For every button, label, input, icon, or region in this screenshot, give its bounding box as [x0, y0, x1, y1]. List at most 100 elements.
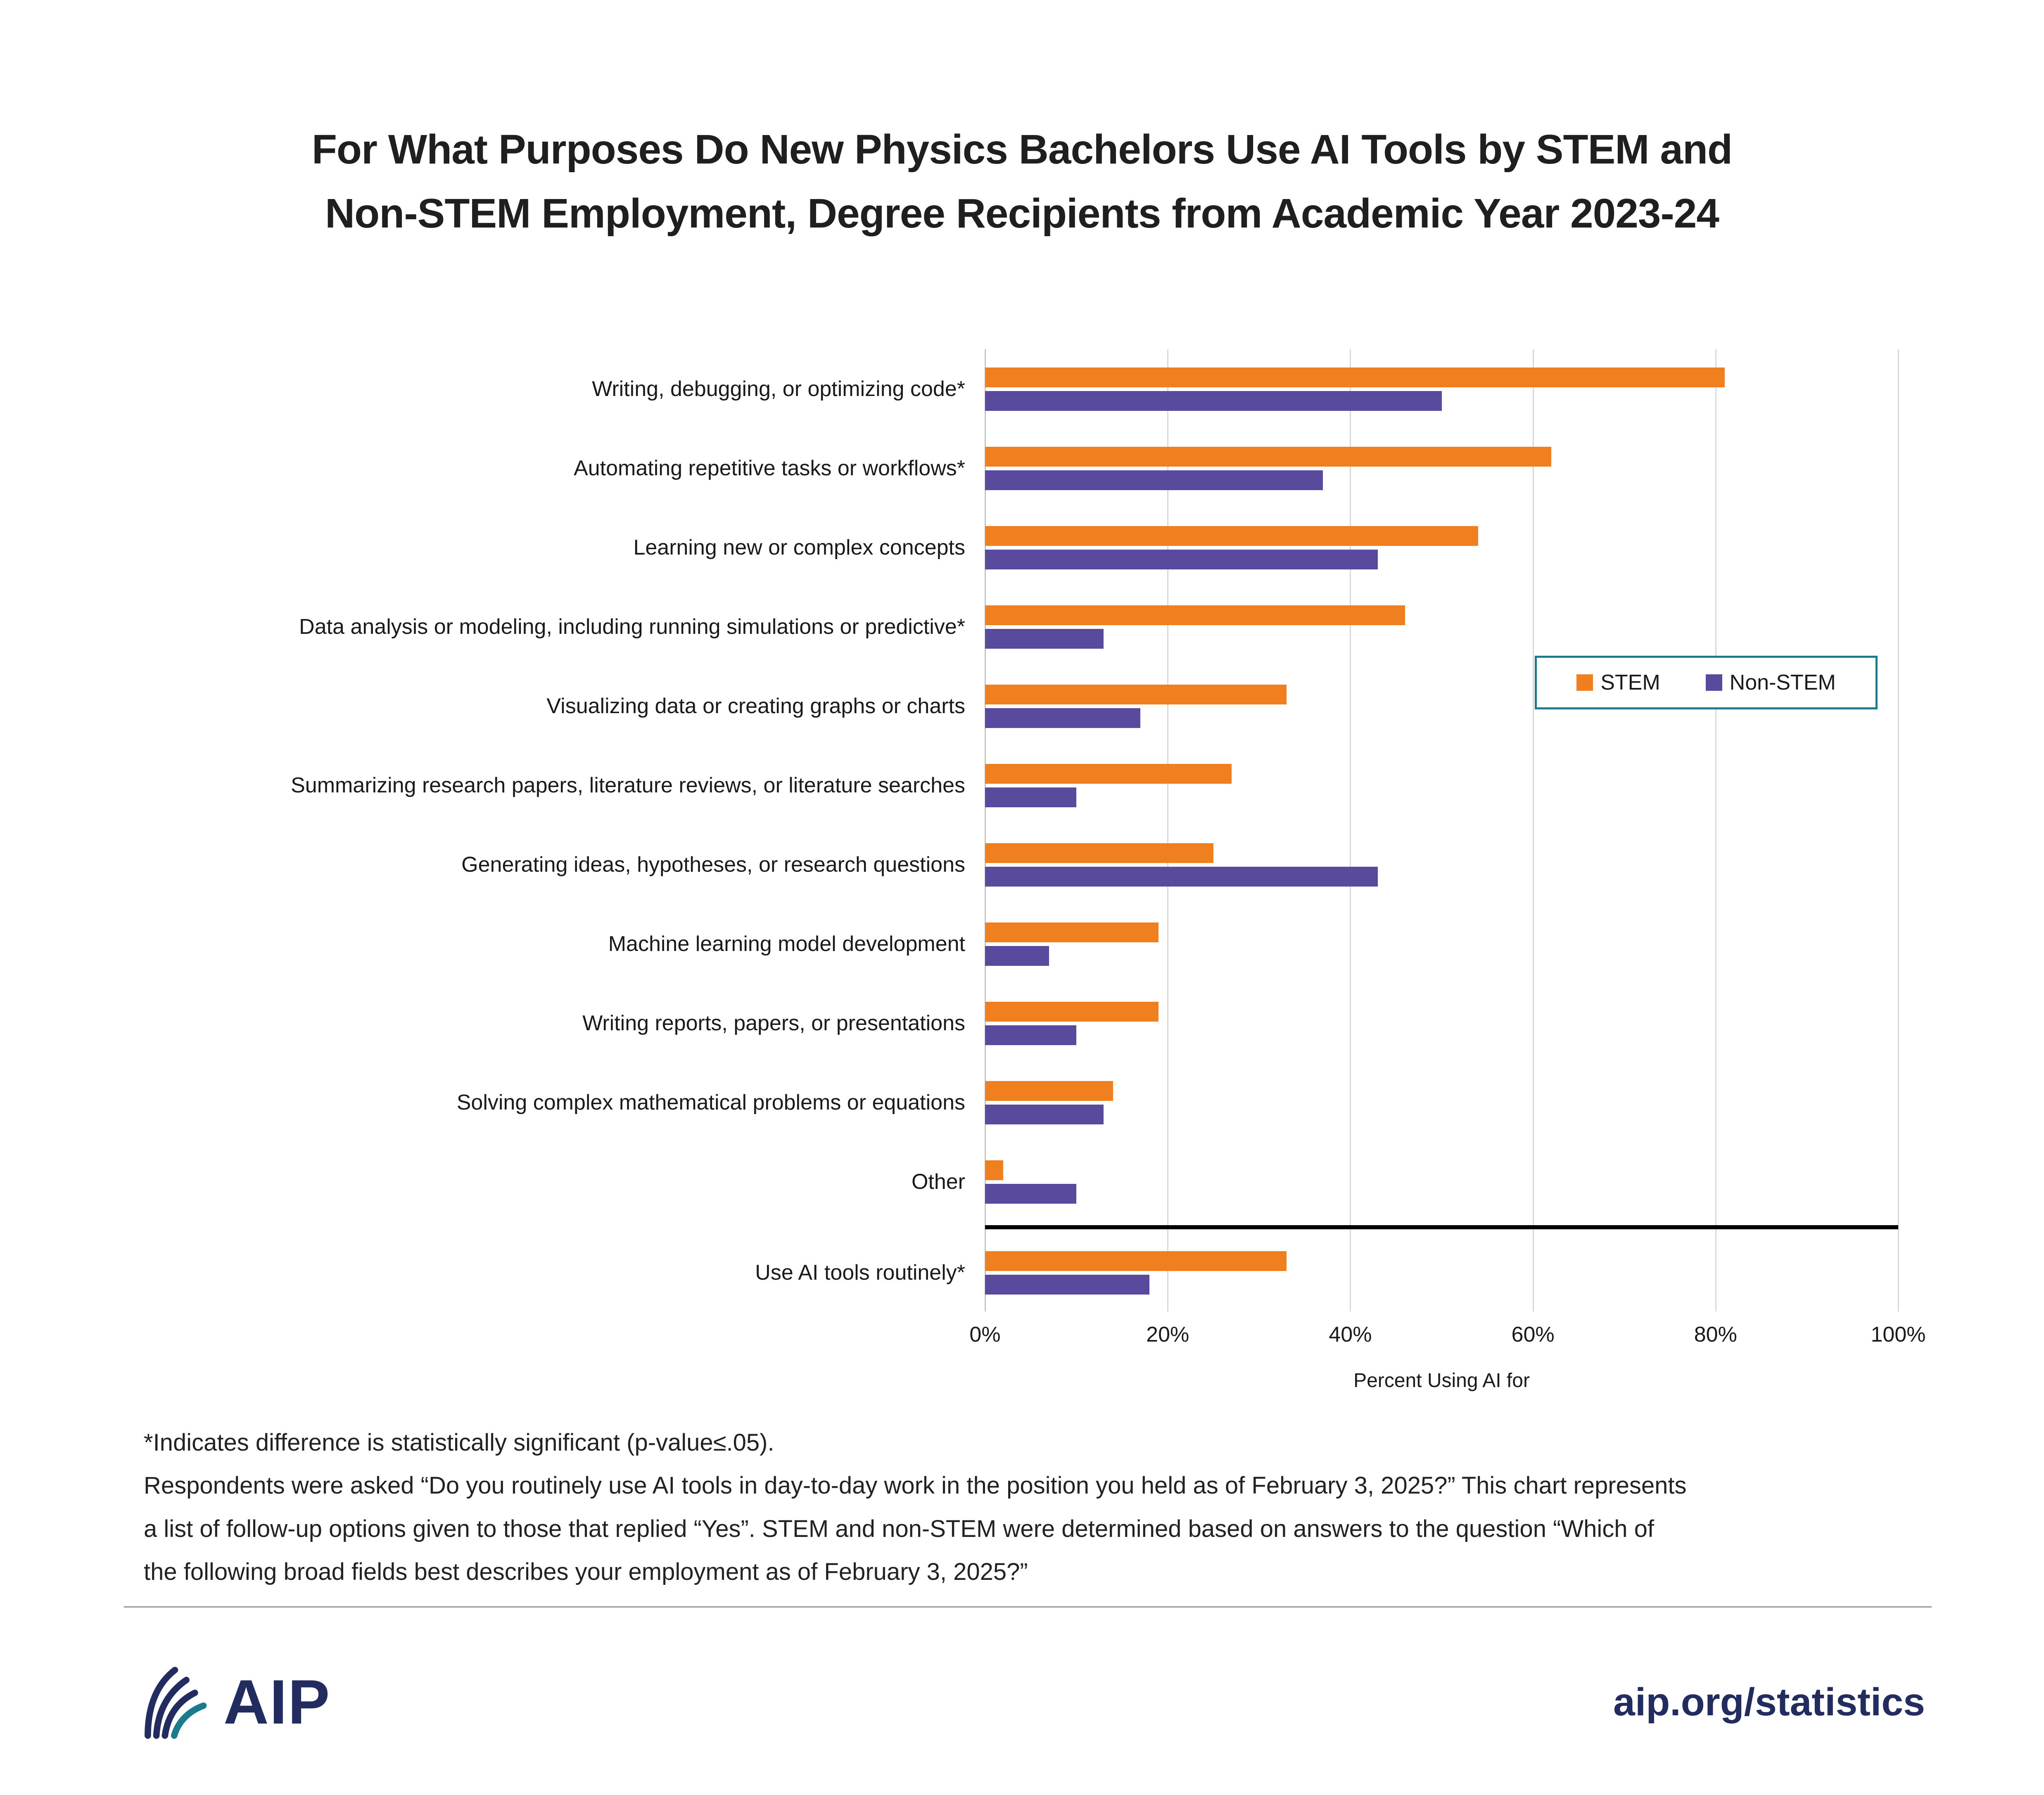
bar-row: Data analysis or modeling, including run…	[299, 587, 1898, 666]
bar-row: Solving complex mathematical problems or…	[457, 1063, 1898, 1142]
plot-area: Writing, debugging, or optimizing code* A…	[291, 349, 1926, 1392]
footnote-method-line-1: Respondents were asked “Do you routinely…	[144, 1472, 1687, 1499]
x-tick-label: 100%	[1871, 1323, 1926, 1347]
bar-non-stem	[985, 1025, 1077, 1045]
category-label: Writing, debugging, or optimizing code*	[592, 377, 965, 401]
bar-stem	[985, 1081, 1113, 1101]
x-tick-label: 80%	[1694, 1323, 1737, 1347]
bar-non-stem	[985, 866, 1378, 887]
bar-row: Other	[912, 1142, 1898, 1221]
legend-item-non-stem: Non-STEM	[1705, 670, 1836, 695]
bar-non-stem	[985, 1104, 1104, 1124]
category-label: Visualizing data or creating graphs or c…	[546, 694, 965, 718]
category-label: Automating repetitive tasks or workflows…	[574, 456, 965, 480]
bar-row: Machine learning model development	[608, 904, 1898, 984]
bar-non-stem	[985, 470, 1323, 490]
x-tick-label: 20%	[1146, 1323, 1189, 1347]
bar-row: Writing reports, papers, or presentation…	[582, 984, 1898, 1063]
category-label: Other	[911, 1170, 965, 1194]
bar-non-stem	[985, 787, 1077, 807]
legend-label: STEM	[1600, 671, 1660, 695]
bar-stem	[985, 684, 1287, 704]
aip-logo: AIP	[139, 1663, 330, 1741]
chart-title-line-1: For What Purposes Do New Physics Bachelo…	[311, 126, 1733, 173]
gridline	[1532, 349, 1534, 1311]
category-label: Summarizing research papers, literature …	[291, 773, 965, 797]
footnote-significance: *Indicates difference is statistically s…	[144, 1429, 774, 1456]
gridline	[985, 349, 986, 1311]
bar-non-stem	[985, 1274, 1149, 1295]
bar-pair	[985, 1160, 1898, 1204]
bar-row: Writing, debugging, or optimizing code*	[592, 349, 1898, 429]
bar-stem	[985, 1001, 1159, 1022]
category-label: Writing reports, papers, or presentation…	[582, 1011, 965, 1035]
chart-title: For What Purposes Do New Physics Bachelo…	[0, 118, 2044, 246]
bar-stem	[985, 764, 1232, 784]
bar-pair	[985, 1251, 1898, 1295]
bar-non-stem	[985, 1183, 1077, 1204]
bar-row: Automating repetitive tasks or workflows…	[574, 429, 1898, 508]
x-tick-label: 0%	[969, 1323, 1001, 1347]
bar-stem	[985, 526, 1478, 546]
category-label: Solving complex mathematical problems or…	[456, 1091, 965, 1114]
footnote-method-line-3: the following broad fields best describe…	[144, 1558, 1028, 1586]
legend-swatch	[1705, 674, 1722, 691]
footer: AIP aip.org/statistics	[139, 1640, 1925, 1764]
gridline	[1898, 349, 1899, 1311]
category-label: Use AI tools routinely*	[755, 1261, 965, 1285]
aip-logo-text: AIP	[223, 1667, 331, 1737]
legend-label: Non-STEM	[1729, 671, 1836, 695]
x-tick-label: 40%	[1329, 1323, 1372, 1347]
bar-stem	[985, 446, 1551, 467]
bar-pair	[985, 684, 1898, 728]
bar-non-stem	[985, 391, 1442, 411]
gridlines	[985, 349, 1899, 1311]
x-axis-title: Percent Using AI for	[1353, 1370, 1530, 1392]
legend: STEM Non-STEM	[1535, 656, 1878, 709]
bar-non-stem	[985, 708, 1140, 728]
separator-line	[985, 1225, 1898, 1229]
bar-pair	[985, 1081, 1898, 1124]
legend-swatch	[1576, 674, 1593, 691]
bar-pair	[985, 367, 1898, 411]
bar-stem	[985, 922, 1159, 942]
bar-non-stem	[985, 946, 1049, 966]
bar-pair	[985, 605, 1898, 649]
bar-stem	[985, 1251, 1287, 1271]
footer-site-url: aip.org/statistics	[1613, 1680, 1925, 1724]
bar-pair	[985, 526, 1898, 569]
gridline	[1715, 349, 1716, 1311]
x-axis-ticks: 0% 20% 40% 60% 80% 100%	[969, 1322, 1925, 1355]
footnote-method-line-2: a list of follow-up options given to tho…	[144, 1515, 1655, 1542]
bar-rows: Writing, debugging, or optimizing code* A…	[291, 349, 1898, 1312]
bar-non-stem	[985, 549, 1378, 569]
legend-item-stem: STEM	[1576, 670, 1660, 695]
bar-row: Summarizing research papers, literature …	[291, 746, 1898, 825]
bar-pair	[985, 922, 1898, 966]
bar-non-stem	[985, 628, 1104, 649]
gridline	[1350, 349, 1351, 1311]
bar-pair	[985, 1001, 1898, 1045]
bar-row: Visualizing data or creating graphs or c…	[546, 666, 1898, 746]
bar-row: Learning new or complex concepts	[633, 508, 1898, 587]
chart-title-line-2: Non-STEM Employment, Degree Recipients f…	[325, 190, 1719, 237]
bar-pair	[985, 843, 1898, 887]
category-label: Learning new or complex concepts	[633, 536, 965, 560]
bar-row: Generating ideas, hypotheses, or researc…	[461, 825, 1898, 904]
category-label: Machine learning model development	[608, 932, 965, 956]
x-tick-label: 60%	[1511, 1323, 1555, 1347]
gridline	[1167, 349, 1169, 1311]
category-label: Data analysis or modeling, including run…	[299, 615, 965, 639]
bar-stem	[985, 843, 1213, 863]
footnotes: *Indicates difference is statistically s…	[144, 1421, 1957, 1594]
bar-pair	[985, 446, 1898, 490]
bar-stem	[985, 605, 1405, 625]
bar-row: Use AI tools routinely*	[755, 1233, 1898, 1312]
bar-pair	[985, 764, 1898, 807]
aip-logo-icon	[145, 1667, 207, 1739]
bar-stem	[985, 1160, 1004, 1180]
bar-stem	[985, 367, 1725, 387]
footer-divider	[124, 1606, 1932, 1608]
category-label: Generating ideas, hypotheses, or researc…	[461, 853, 965, 877]
